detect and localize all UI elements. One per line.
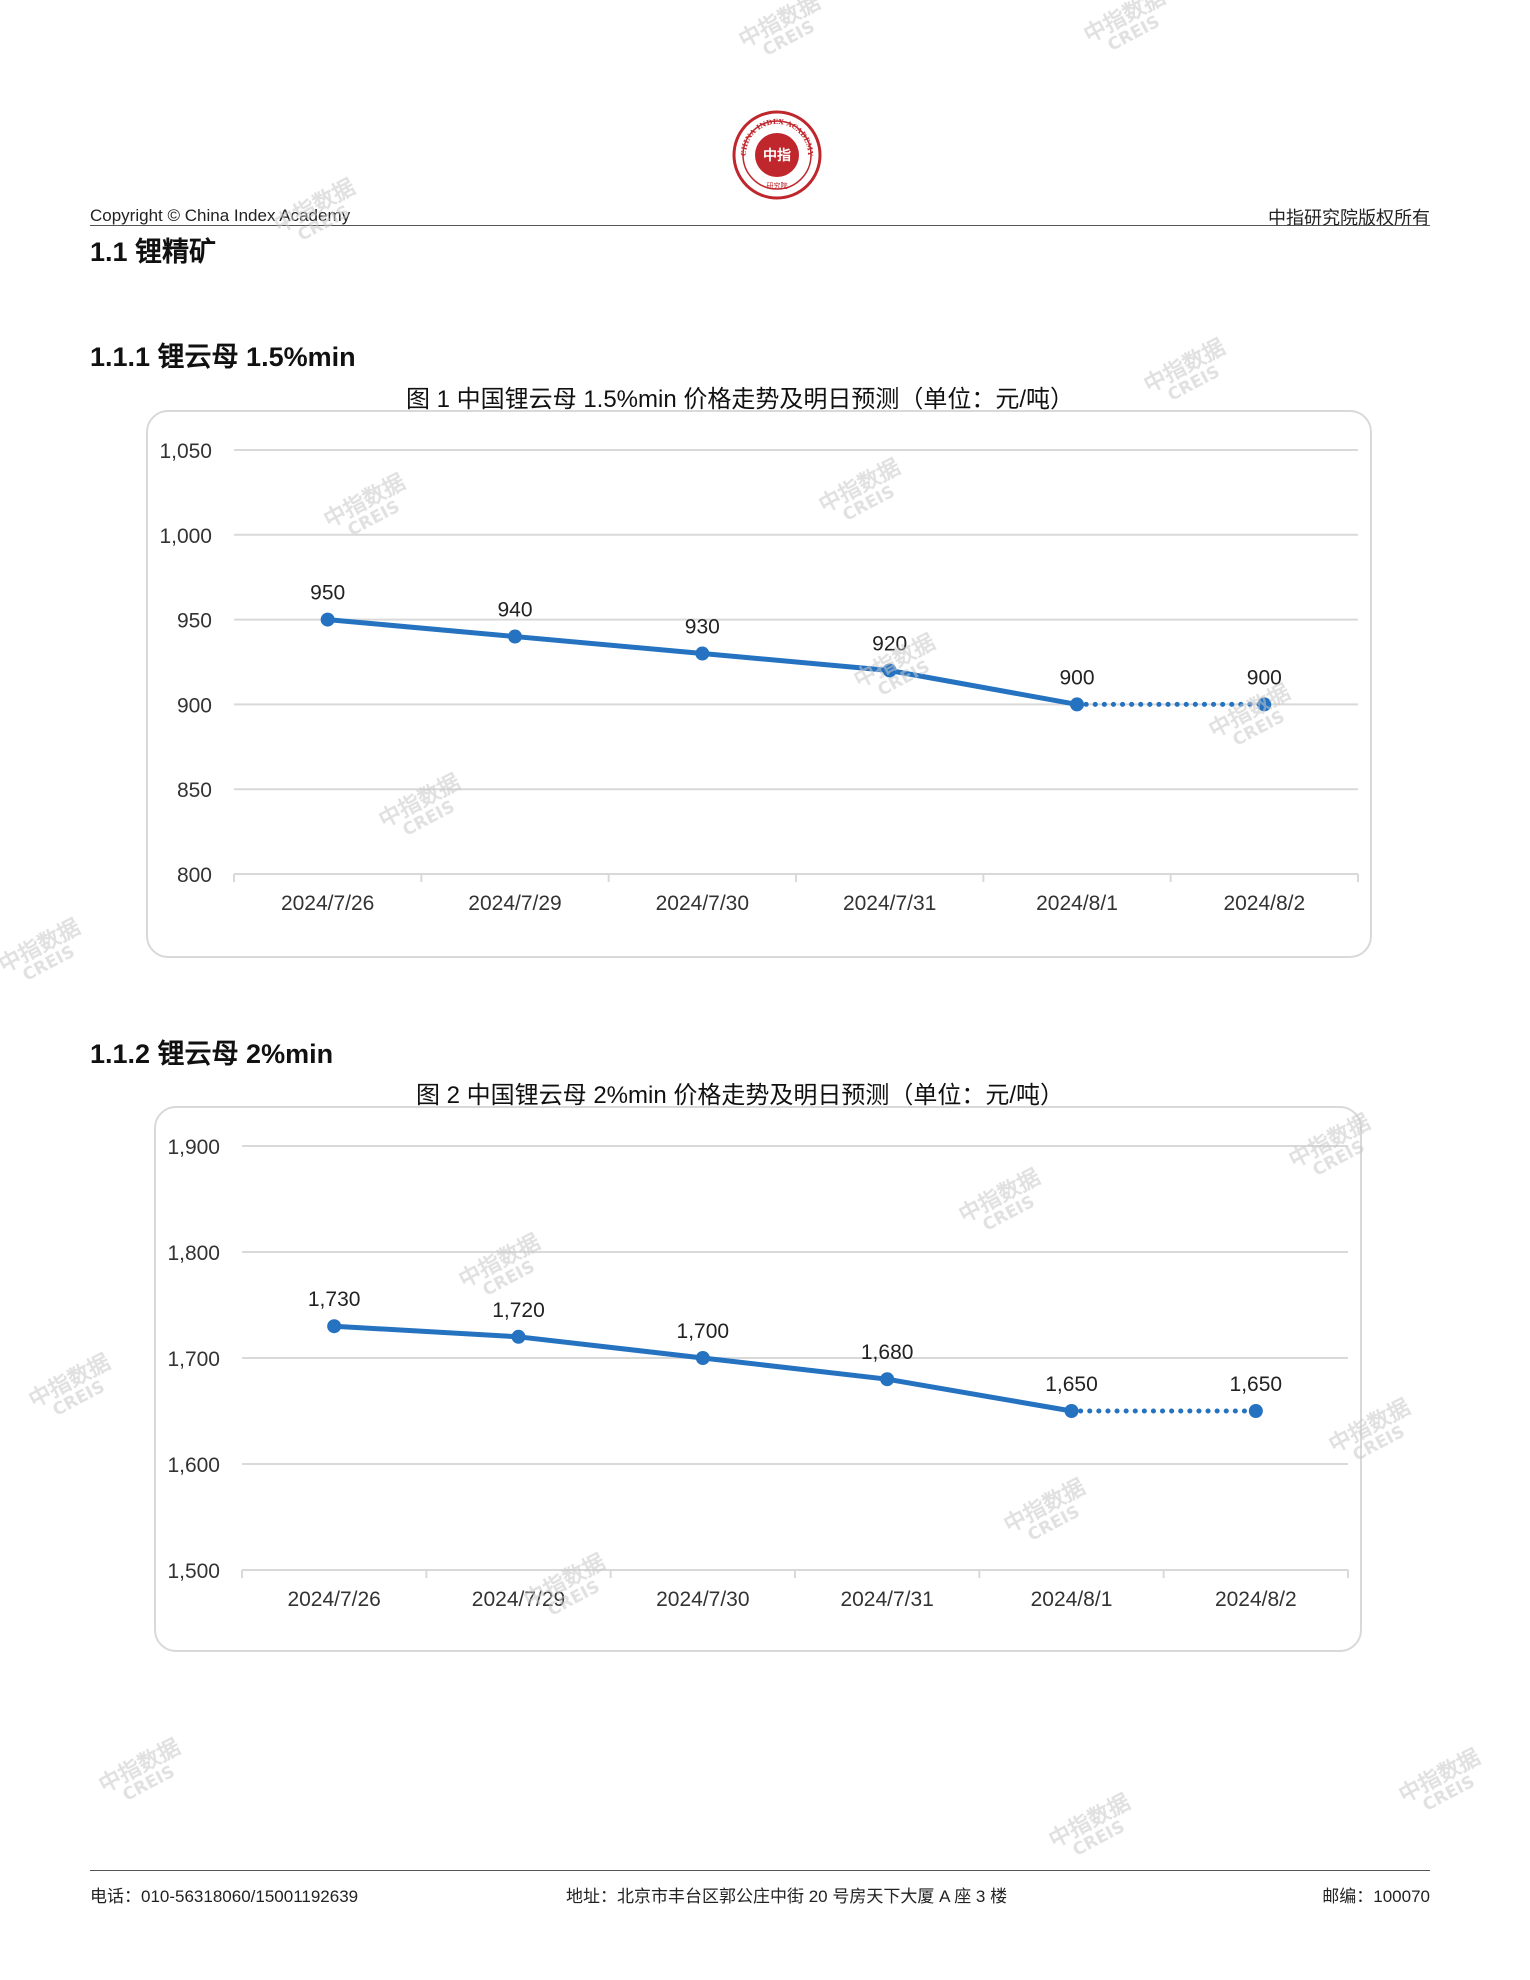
- y-tick-label: 1,900: [167, 1136, 220, 1159]
- data-point: [1248, 1404, 1263, 1418]
- y-tick-label: 800: [177, 864, 212, 887]
- data-label: 1,680: [861, 1341, 914, 1364]
- x-tick-label: 2024/7/29: [472, 1588, 565, 1611]
- data-label: 900: [1247, 666, 1282, 689]
- data-point: [511, 1329, 526, 1344]
- watermark-text: 中指数据: [1045, 1789, 1135, 1854]
- y-tick-label: 850: [177, 779, 212, 802]
- y-tick-label: 1,500: [167, 1560, 220, 1583]
- watermark-subtext: CREIS: [1069, 1816, 1129, 1861]
- y-tick-label: 1,800: [167, 1242, 220, 1265]
- x-tick-label: 2024/7/30: [656, 892, 749, 915]
- x-tick-label: 2024/8/2: [1215, 1588, 1297, 1611]
- chart-2: 1,500 1,600 1,700 1,800 1,900 2024/7/26 2024/7…: [154, 1106, 1362, 1652]
- data-point: [1064, 1404, 1079, 1418]
- data-point: [508, 629, 522, 644]
- data-label: 1,720: [492, 1299, 545, 1322]
- watermark-text: 中指数据: [1080, 0, 1170, 49]
- footer-address: 地址：北京市丰台区郭公庄中街 20 号房天下大厦 A 座 3 楼: [566, 1887, 1008, 1906]
- footer-postcode: 邮编：100070: [1322, 1887, 1430, 1906]
- watermark-subtext: CREIS: [1419, 1771, 1479, 1816]
- data-label: 1,730: [308, 1288, 361, 1311]
- chart-1-plot: 800 850 900 950 1,000 1,050 2024/7/26 2024/7/29…: [159, 440, 1359, 915]
- copyright-text: Copyright © China Index Academy: [90, 206, 351, 225]
- chart-1-title: 图 1 中国锂云母 1.5%min 价格走势及明日预测（单位：元/吨）: [405, 386, 1075, 413]
- watermark-text: 中指数据: [0, 914, 85, 979]
- watermark-text: 中指数据: [25, 1349, 115, 1414]
- data-point: [882, 663, 897, 678]
- y-tick-label: 1,050: [159, 440, 212, 463]
- data-label: 930: [685, 616, 720, 639]
- watermark-subtext: CREIS: [1104, 11, 1164, 56]
- section-heading: 1.1 锂精矿: [90, 237, 217, 267]
- x-tick-label: 2024/7/26: [281, 892, 374, 915]
- data-label: 950: [310, 582, 345, 605]
- footer-divider: [90, 1870, 1430, 1871]
- chart-1: 800 850 900 950 1,000 1,050 2024/7/26 2024/7/29…: [146, 410, 1372, 958]
- data-label: 1,650: [1230, 1373, 1283, 1396]
- header-divider: [90, 225, 1430, 226]
- data-point: [695, 1351, 710, 1365]
- data-label: 1,700: [677, 1320, 730, 1343]
- x-tick-label: 2024/7/31: [840, 1588, 933, 1611]
- china-index-academy-logo: CHINA INDEX ACADEMY 中指 研究院: [732, 110, 822, 200]
- rights-text: 中指研究院版权所有: [1268, 208, 1430, 229]
- watermark: 中指数据 CREIS: [1395, 1744, 1492, 1823]
- x-tick-label: 2024/7/30: [656, 1588, 749, 1611]
- chart-2-title: 图 2 中国锂云母 2%min 价格走势及明日预测（单位：元/吨）: [415, 1082, 1065, 1109]
- data-point: [327, 1319, 342, 1334]
- watermark: 中指数据 CREIS: [1080, 0, 1177, 62]
- data-label: 920: [872, 632, 907, 655]
- y-tick-label: 1,700: [167, 1348, 220, 1371]
- watermark-subtext: CREIS: [49, 1376, 109, 1421]
- x-tick-label: 2024/7/31: [843, 892, 936, 915]
- svg-text:研究院: 研究院: [767, 181, 788, 190]
- data-label: 940: [497, 599, 532, 622]
- x-tick-label: 2024/8/1: [1036, 892, 1118, 915]
- y-tick-label: 900: [177, 694, 212, 717]
- y-tick-label: 1,000: [159, 525, 212, 548]
- watermark: 中指数据 CREIS: [95, 1734, 192, 1813]
- y-tick-label: 950: [177, 610, 212, 633]
- data-point: [880, 1372, 895, 1387]
- footer-phone: 电话：010-56318060/15001192639: [90, 1887, 359, 1906]
- watermark-text: 中指数据: [1395, 1744, 1485, 1809]
- watermark-subtext: CREIS: [119, 1761, 179, 1806]
- x-tick-label: 2024/8/2: [1223, 892, 1305, 915]
- subsection-heading-1: 1.1.1 锂云母 1.5%min: [90, 342, 356, 372]
- x-tick-label: 2024/7/26: [287, 1588, 380, 1611]
- watermark: 中指数据 CREIS: [735, 0, 832, 67]
- watermark-text: 中指数据: [735, 0, 825, 54]
- y-tick-label: 1,600: [167, 1454, 220, 1477]
- subsection-heading-2: 1.1.2 锂云母 2%min: [90, 1039, 334, 1069]
- watermark-subtext: CREIS: [759, 16, 819, 61]
- data-point: [1070, 697, 1084, 712]
- data-point: [1257, 697, 1272, 712]
- chart-2-plot: 1,500 1,600 1,700 1,800 1,900 2024/7/26 2024/7…: [167, 1136, 1349, 1611]
- watermark-text: 中指数据: [95, 1734, 185, 1799]
- data-point: [695, 646, 710, 661]
- data-label: 1,650: [1045, 1373, 1098, 1396]
- svg-text:中指: 中指: [763, 147, 791, 163]
- watermark-subtext: CREIS: [19, 941, 79, 986]
- watermark: 中指数据 CREIS: [1045, 1789, 1142, 1868]
- data-label: 900: [1059, 666, 1094, 689]
- x-tick-label: 2024/7/29: [468, 892, 561, 915]
- watermark: 中指数据 CREIS: [25, 1349, 122, 1428]
- data-point: [320, 612, 335, 627]
- watermark: 中指数据 CREIS: [0, 914, 92, 993]
- x-tick-label: 2024/8/1: [1031, 1588, 1113, 1611]
